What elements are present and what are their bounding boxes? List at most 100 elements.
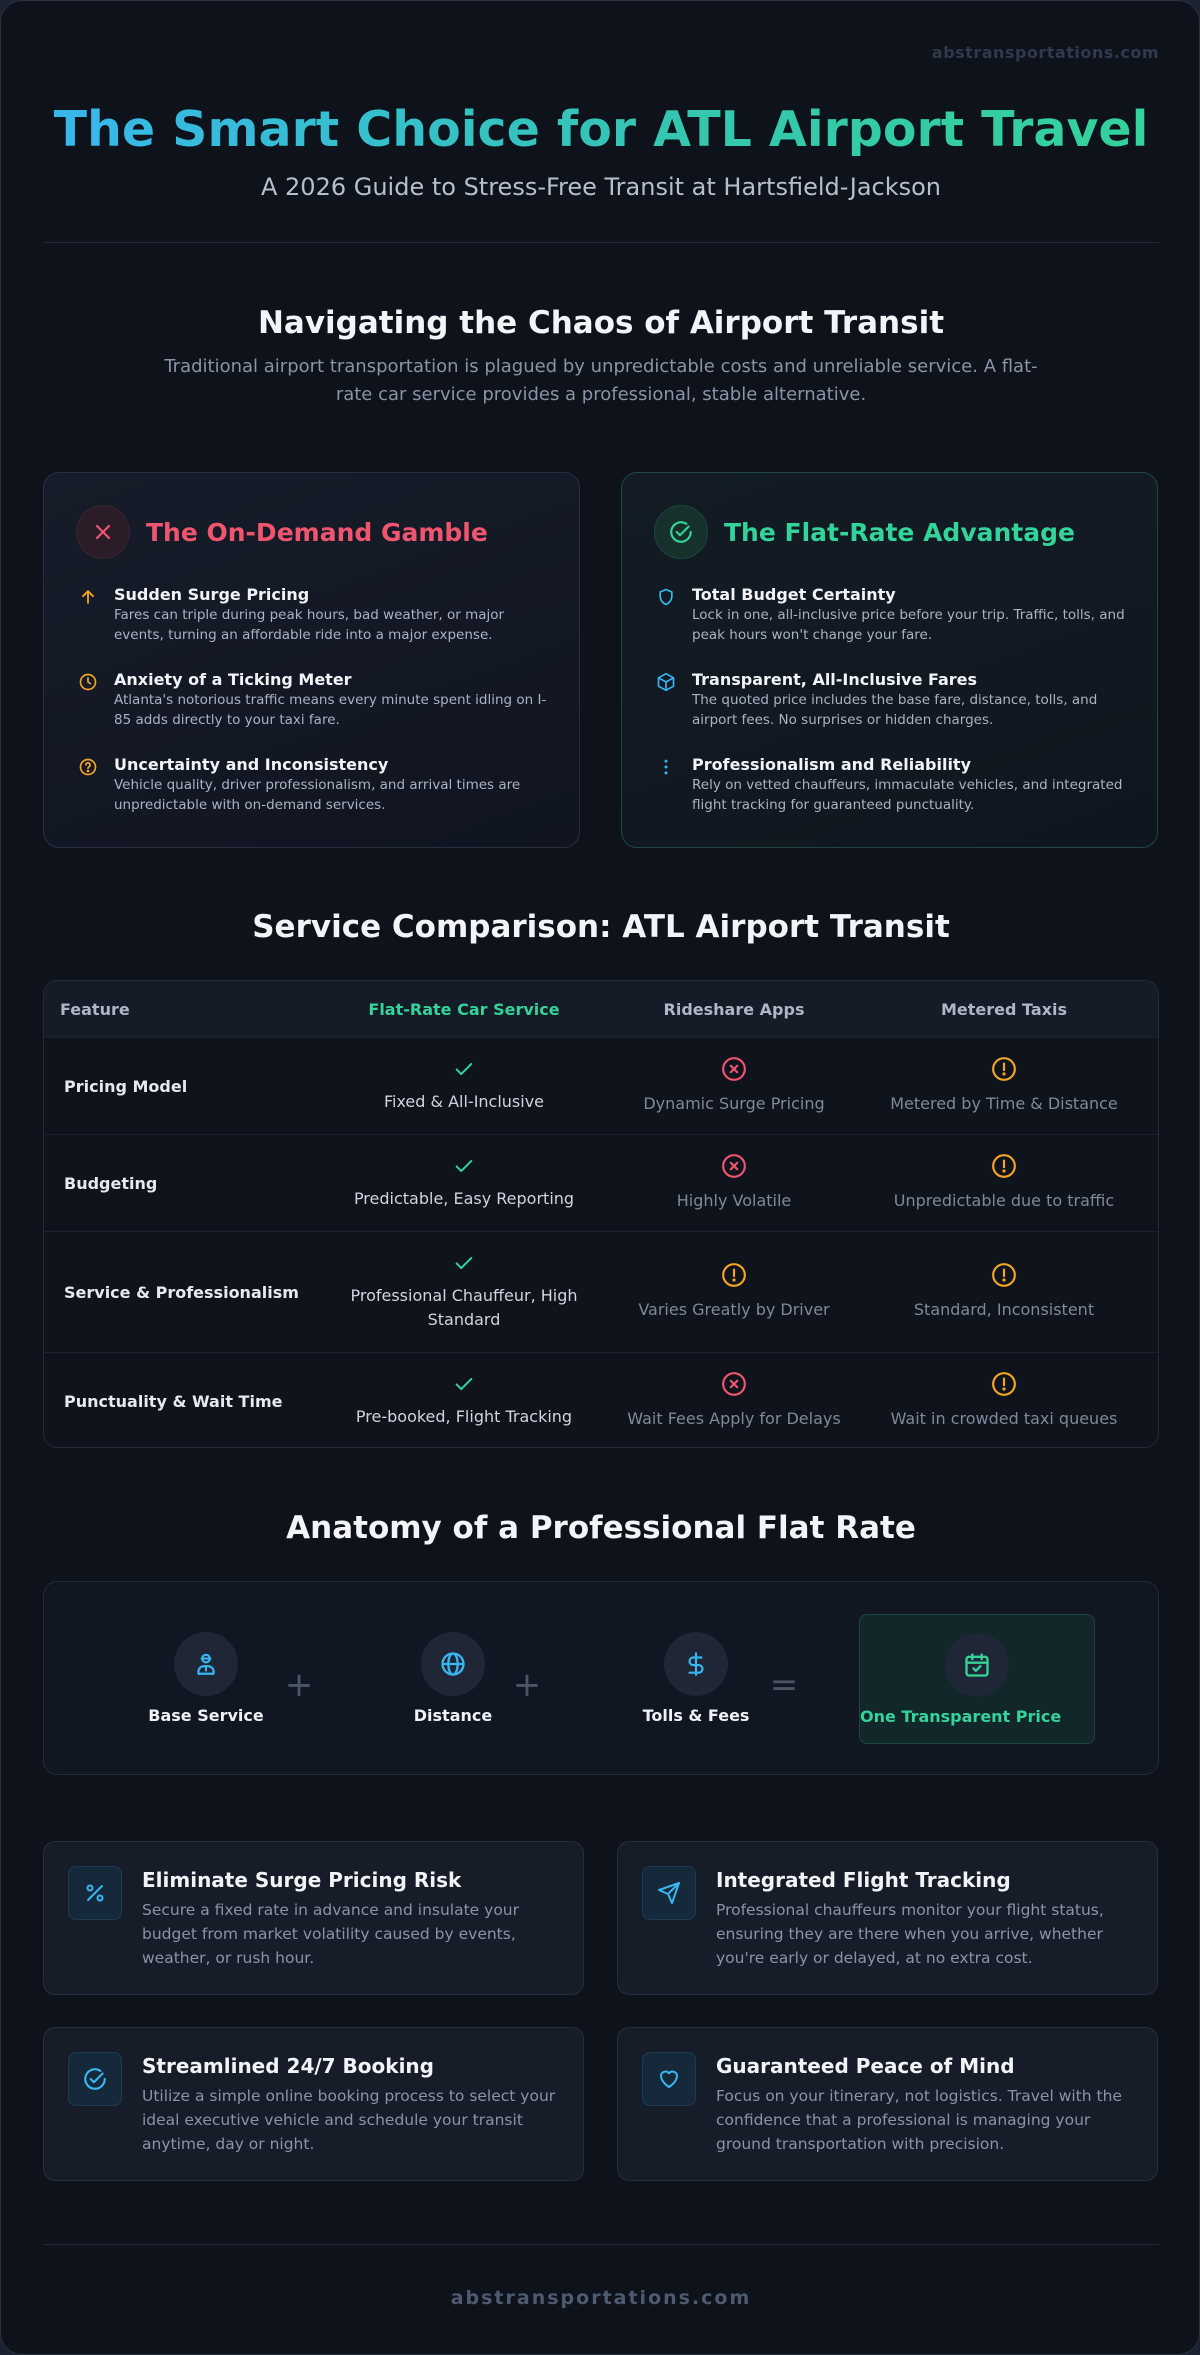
anatomy-label: Tolls & Fees xyxy=(642,1706,750,1725)
point-text: Fares can triple during peak hours, bad … xyxy=(114,607,505,643)
cell-text: Standard, Inconsistent xyxy=(913,1300,1095,1319)
check-icon xyxy=(451,1058,477,1090)
x-icon xyxy=(76,505,130,559)
chauffeur-icon xyxy=(174,1632,238,1696)
x-circle-icon xyxy=(721,1371,747,1407)
feature-text: Utilize a simple online booking process … xyxy=(142,2087,556,2153)
table-cell: Highly Volatile xyxy=(599,1153,869,1213)
comparison-table: Feature Flat-Rate Car Service Rideshare … xyxy=(43,980,1159,1448)
shield-icon xyxy=(656,585,678,645)
cell-text: Unpredictable due to traffic xyxy=(893,1191,1115,1210)
alert-circle-icon xyxy=(991,1262,1017,1298)
table-cell: Wait in crowded taxi queues xyxy=(869,1371,1139,1431)
comparison-title: Service Comparison: ATL Airport Transit xyxy=(252,909,950,945)
feature-text: Focus on your itinerary, not logistics. … xyxy=(716,2087,1122,2153)
alert-circle-icon xyxy=(721,1262,747,1298)
flat-rate-point: Transparent, All-Inclusive Fares The quo… xyxy=(654,670,1125,730)
point-title: Uncertainty and Inconsistency xyxy=(114,755,389,774)
hero-subtitle: A 2026 Guide to Stress-Free Transit at H… xyxy=(260,173,942,201)
point-text: Vehicle quality, driver professionalism,… xyxy=(114,777,521,813)
cell-text: Dynamic Surge Pricing xyxy=(643,1094,825,1113)
check-circle-icon xyxy=(654,505,708,559)
feature-card: Integrated Flight Tracking Professional … xyxy=(617,1841,1158,1995)
flat-rate-header: The Flat-Rate Advantage xyxy=(654,505,1125,559)
x-circle-icon xyxy=(721,1153,747,1189)
on-demand-point: Uncertainty and Inconsistency Vehicle qu… xyxy=(76,755,547,815)
point-title: Transparent, All-Inclusive Fares xyxy=(692,670,978,689)
anatomy-item: Tolls & Fees xyxy=(616,1632,776,1725)
dollar-icon xyxy=(664,1632,728,1696)
point-title: Sudden Surge Pricing xyxy=(114,585,310,604)
heart-icon xyxy=(642,2052,696,2106)
header-feature: Feature xyxy=(60,999,130,1019)
clock-icon xyxy=(78,670,100,730)
header-rideshare: Rideshare Apps xyxy=(663,999,805,1019)
on-demand-point: Sudden Surge Pricing Fares can triple du… xyxy=(76,585,547,645)
alert-circle-icon xyxy=(991,1371,1017,1407)
feature-title: Streamlined 24/7 Booking xyxy=(142,2054,434,2078)
check-icon xyxy=(451,1373,477,1405)
cell-text: Wait in crowded taxi queues xyxy=(890,1409,1118,1428)
cell-text: Wait Fees Apply for Delays xyxy=(627,1409,841,1428)
point-title: Total Budget Certainty xyxy=(692,585,896,604)
table-cell: Professional Chauffeur, High Standard xyxy=(329,1252,599,1332)
feature-text: Secure a fixed rate in advance and insul… xyxy=(142,1901,520,1967)
header-flat-rate: Flat-Rate Car Service xyxy=(368,999,560,1019)
flat-rate-panel: The Flat-Rate Advantage Total Budget Cer… xyxy=(621,472,1158,848)
percent-icon xyxy=(68,1866,122,1920)
cell-text: Varies Greatly by Driver xyxy=(638,1300,830,1319)
on-demand-panel: The On-Demand Gamble Sudden Surge Pricin… xyxy=(43,472,580,848)
check-circle-icon xyxy=(68,2052,122,2106)
table-row: Pricing Model Fixed & All-Inclusive Dynami… xyxy=(44,1037,1158,1134)
anatomy-total: One Transparent Price xyxy=(859,1614,1095,1744)
anatomy-panel: Base Service + Distance + Tolls & Fees =… xyxy=(43,1581,1159,1775)
table-row: Service & Professionalism Professional Ch… xyxy=(44,1231,1158,1352)
site-watermark: abstransportations.com xyxy=(931,43,1159,62)
table-cell: Wait Fees Apply for Delays xyxy=(599,1371,869,1431)
header-divider xyxy=(43,242,1159,243)
hero-title: The Smart Choice for ATL Airport Travel xyxy=(1,101,1199,158)
point-text: Rely on vetted chauffeurs, immaculate ve… xyxy=(692,777,1123,813)
anatomy-title: Anatomy of a Professional Flat Rate xyxy=(286,1510,916,1546)
on-demand-header: The On-Demand Gamble xyxy=(76,505,547,559)
x-circle-icon xyxy=(721,1056,747,1092)
header-taxis: Metered Taxis xyxy=(940,999,1067,1019)
feature-text: Professional chauffeurs monitor your fli… xyxy=(716,1901,1104,1967)
anatomy-label: Distance xyxy=(413,1706,493,1725)
footer-divider xyxy=(43,2244,1159,2245)
point-text: The quoted price includes the base fare,… xyxy=(692,692,1098,728)
feature-card: Eliminate Surge Pricing Risk Secure a fi… xyxy=(43,1841,584,1995)
intro-description: Traditional airport transportation is pl… xyxy=(164,356,1038,405)
feature-title: Integrated Flight Tracking xyxy=(716,1868,1011,1892)
plus-operator: + xyxy=(512,1665,542,1705)
row-feature: Service & Professionalism xyxy=(64,1282,299,1302)
arrow-up-icon xyxy=(78,585,100,645)
table-cell: Varies Greatly by Driver xyxy=(599,1262,869,1322)
table-cell: Fixed & All-Inclusive xyxy=(329,1058,599,1114)
row-feature: Punctuality & Wait Time xyxy=(64,1391,283,1411)
table-row: Budgeting Predictable, Easy Reporting High… xyxy=(44,1134,1158,1231)
cell-text: Professional Chauffeur, High Standard xyxy=(350,1286,578,1329)
point-title: Professionalism and Reliability xyxy=(692,755,971,774)
feature-title: Guaranteed Peace of Mind xyxy=(716,2054,1015,2078)
anatomy-label: Base Service xyxy=(148,1706,264,1725)
plus-operator: + xyxy=(284,1665,314,1705)
check-icon xyxy=(451,1252,477,1284)
point-title: Anxiety of a Ticking Meter xyxy=(114,670,352,689)
alert-circle-icon xyxy=(991,1056,1017,1092)
cell-text: Metered by Time & Distance xyxy=(890,1094,1118,1113)
row-feature: Budgeting xyxy=(64,1173,158,1193)
anatomy-total-label: One Transparent Price xyxy=(860,1707,1062,1726)
table-cell: Metered by Time & Distance xyxy=(869,1056,1139,1116)
table-cell: Predictable, Easy Reporting xyxy=(329,1155,599,1211)
equals-operator: = xyxy=(769,1665,799,1705)
box-icon xyxy=(656,670,678,730)
table-cell: Dynamic Surge Pricing xyxy=(599,1056,869,1116)
send-icon xyxy=(642,1866,696,1920)
feature-card: Guaranteed Peace of Mind Focus on your i… xyxy=(617,2027,1158,2181)
cell-text: Fixed & All-Inclusive xyxy=(383,1092,545,1111)
globe-icon xyxy=(421,1632,485,1696)
check-icon xyxy=(451,1155,477,1187)
question-icon xyxy=(78,755,100,815)
